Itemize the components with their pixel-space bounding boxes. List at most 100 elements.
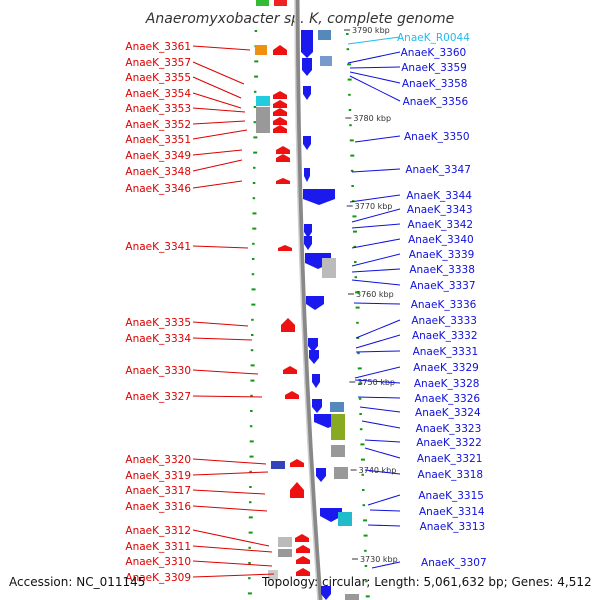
right-leader-line (351, 253, 401, 267)
left-leader-line (192, 505, 268, 512)
right-leader-line (349, 75, 401, 102)
tick-right (358, 382, 363, 385)
tick-left (253, 151, 258, 154)
gene-feature (273, 125, 287, 133)
gene-feature (296, 568, 310, 576)
right-gene-label: AnaeK_3340 (408, 234, 474, 246)
gene-feature (281, 318, 295, 332)
gene-feature (320, 56, 332, 66)
tick-right (352, 215, 357, 218)
gene-feature (334, 467, 348, 479)
gene-feature (306, 296, 324, 310)
tick-left (249, 425, 253, 428)
gene-feature (330, 402, 344, 412)
left-leader-line (192, 245, 249, 249)
tick-right (347, 78, 352, 81)
right-gene-label: AnaeK_3318 (418, 469, 484, 481)
gene-feature (255, 45, 267, 55)
tick-right (346, 48, 350, 51)
left-leader-line (192, 321, 249, 327)
tick-right (350, 169, 354, 172)
right-leader-line (351, 279, 401, 286)
gene-feature (290, 482, 304, 498)
left-gene-label: AnaeK_3320 (125, 454, 191, 466)
tick-right (359, 428, 363, 431)
gene-feature (338, 512, 352, 526)
left-gene-label: AnaeK_3312 (125, 525, 191, 537)
left-leader-line (192, 529, 270, 547)
tick-right (356, 321, 359, 324)
gene-feature (318, 30, 331, 40)
tick-left (251, 303, 256, 306)
right-gene-label: AnaeK_3336 (411, 299, 477, 311)
tick-left (253, 106, 257, 108)
left-gene-label: AnaeK_3351 (125, 134, 191, 146)
tick-left (252, 166, 256, 169)
gene-feature (273, 91, 287, 99)
tick-left (253, 90, 257, 93)
tick-right (351, 185, 354, 187)
right-gene-label: AnaeK_3315 (418, 490, 484, 502)
right-gene-labels: AnaeK_R0044 AnaeK_3360 AnaeK_3359 AnaeK_335… (347, 32, 487, 569)
left-leader-line (192, 573, 275, 578)
right-leader-line (347, 51, 401, 64)
right-gene-label: AnaeK_3324 (415, 407, 481, 419)
right-leader-line (367, 524, 401, 527)
gene-feature (283, 366, 297, 374)
left-gene-label: AnaeK_3316 (125, 501, 191, 513)
gene-feature (304, 224, 312, 238)
left-gene-labels: AnaeK_3361 AnaeK_3357 AnaeK_3355 AnaeK_3354… (125, 41, 275, 584)
tick-right (365, 595, 370, 598)
left-leader-line (192, 120, 246, 125)
right-leader-line (364, 469, 401, 475)
right-gene-label: AnaeK_3326 (414, 393, 480, 405)
right-gene-label: AnaeK_3344 (406, 190, 472, 202)
gene-feature (322, 258, 336, 278)
left-gene-label: AnaeK_3361 (125, 41, 191, 53)
tick-right (356, 337, 360, 339)
right-leader-line (369, 509, 401, 512)
tick-left (254, 30, 258, 32)
left-gene-label: AnaeK_3335 (125, 317, 191, 329)
right-leader-line (349, 194, 401, 203)
left-leader-line (192, 337, 253, 341)
tick-left (252, 197, 256, 200)
tick-left (253, 121, 257, 124)
gene-feature (309, 350, 319, 364)
gene-feature (331, 414, 345, 440)
tick-right (359, 413, 362, 415)
right-leader-line (359, 406, 401, 413)
tick-right (357, 352, 360, 355)
tick-left (251, 273, 255, 276)
gene-feature (331, 445, 345, 457)
left-leader-line (192, 458, 267, 465)
gene-feature (278, 537, 292, 547)
gene-feature (312, 399, 322, 413)
left-gene-label: AnaeK_3349 (125, 150, 191, 162)
right-leader-line (355, 350, 401, 353)
tick-left (247, 592, 252, 595)
left-gene-label: AnaeK_3309 (125, 572, 191, 584)
gene-feature (273, 108, 287, 116)
tick-left (249, 440, 254, 443)
right-leader-line (371, 561, 401, 569)
left-gene-label: AnaeK_3352 (125, 119, 191, 131)
right-leader-line (353, 302, 401, 305)
tick-left (252, 227, 257, 230)
tick-right (347, 63, 352, 66)
tick-right (352, 230, 357, 233)
right-gene-label: AnaeK_3360 (401, 47, 467, 59)
right-gene-label: AnaeK_3350 (404, 131, 470, 143)
tick-left (248, 516, 253, 519)
gene-feature (316, 468, 326, 482)
left-leader-line (192, 149, 243, 156)
gene-feature (321, 586, 331, 600)
genome-backbone (294, 0, 323, 600)
tick-right (350, 154, 355, 157)
tick-right (357, 367, 362, 370)
right-leader-line (354, 366, 401, 379)
tick-right (362, 489, 365, 491)
gene-feature (303, 136, 311, 150)
right-gene-label: AnaeK_3347 (405, 164, 471, 176)
